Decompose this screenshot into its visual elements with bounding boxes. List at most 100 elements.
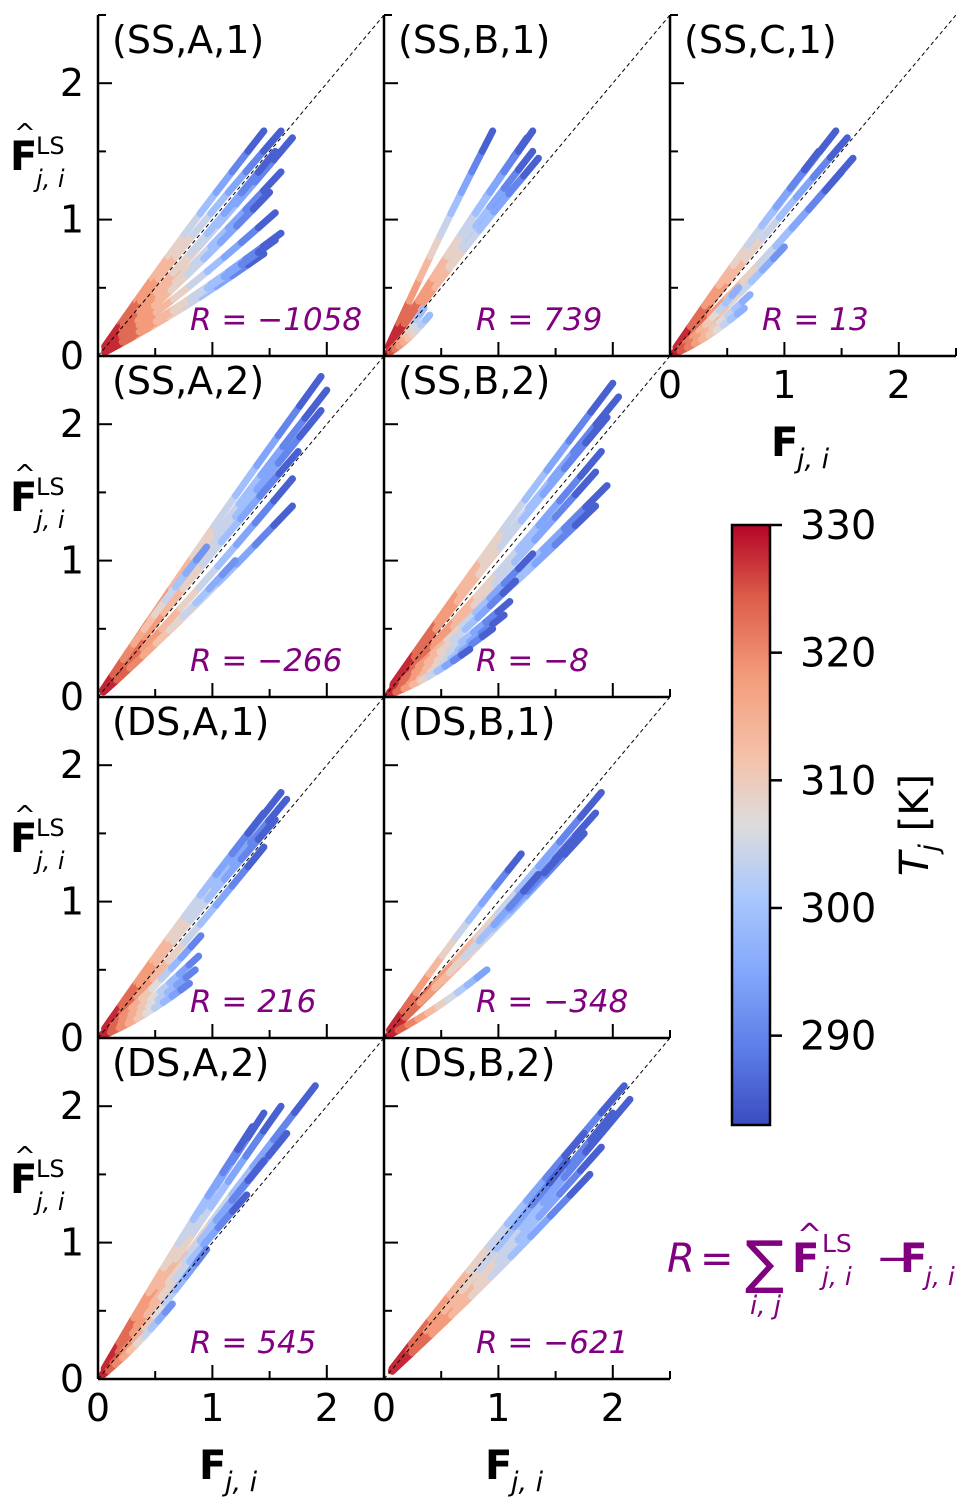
trajectory-segment: [169, 916, 194, 945]
trajectory-segment: [505, 887, 528, 912]
trajectory-segment: [160, 585, 187, 617]
trajectory-segment: [148, 957, 172, 983]
x-tick-label: 2: [315, 1386, 339, 1430]
trajectory-segment: [496, 517, 525, 552]
trajectory-segment: [189, 210, 215, 239]
trajectory-segment: [244, 843, 268, 871]
trajectory-segment: [214, 1207, 236, 1232]
trajectory-segment: [212, 1196, 236, 1224]
trajectory-segment: [457, 210, 480, 239]
trajectory-segment: [560, 1148, 590, 1181]
trajectory-segment: [232, 519, 259, 549]
r-value-label: R = 739: [476, 302, 602, 338]
panel-SS-A-1: [98, 15, 384, 356]
trajectory-SS-B-1-7: [384, 311, 434, 356]
trajectory-segment: [421, 311, 434, 324]
trajectory-segment: [535, 497, 564, 529]
trajectory-segment: [426, 1291, 454, 1323]
trajectory-segment: [477, 526, 507, 564]
trajectory-segment: [213, 500, 243, 537]
trajectory-segment: [493, 1223, 518, 1252]
trajectory-segment: [203, 210, 228, 238]
x-axis-label: Fj, i: [771, 420, 830, 475]
colorbar: 290 300 310 320 330 Tj [K]: [730, 503, 945, 1127]
trajectory-segment: [415, 275, 437, 305]
trajectory-segment: [540, 850, 565, 877]
y-tick-label: 1: [60, 198, 84, 242]
trajectory-segment: [249, 1136, 278, 1171]
trajectory-segment: [775, 193, 800, 222]
panel-DS-B-2: [384, 1038, 670, 1379]
trajectory-segment: [136, 275, 162, 305]
panel-label: (DS,B,1): [398, 700, 555, 744]
formula-sum-sub: i, j: [750, 1291, 782, 1321]
trajectory-segment: [500, 166, 522, 192]
trajectory-segment: [437, 210, 455, 239]
trajectory-segment: [500, 147, 522, 176]
trajectory-segment: [715, 261, 737, 289]
trajectory-segment: [148, 253, 172, 283]
trajectory-segment: [244, 127, 268, 155]
trajectory-segment: [728, 284, 743, 300]
trajectory-segment: [582, 482, 611, 511]
trajectory-segment: [152, 937, 177, 967]
trajectory-segment: [161, 1300, 176, 1316]
trajectory-segment: [180, 210, 204, 239]
trajectory-segment: [164, 913, 188, 943]
trajectory-segment: [242, 1127, 267, 1160]
trajectory-segment: [560, 439, 590, 473]
trajectory-segment: [445, 953, 468, 977]
x-tick-label: 0: [372, 1386, 396, 1430]
y-axis-label-sub: j, i: [33, 165, 65, 193]
trajectory-segment: [571, 468, 600, 499]
trajectory-segment: [114, 1330, 137, 1356]
trajectory-segment: [484, 1220, 511, 1251]
trajectory-segment: [189, 540, 218, 576]
trajectory-segment: [457, 168, 476, 197]
trajectory-segment: [270, 502, 296, 530]
trajectory-segment: [490, 558, 518, 588]
panel-DS-A-2: [98, 1038, 384, 1379]
trajectory-segment: [772, 224, 796, 250]
trajectory-segment: [432, 598, 461, 633]
r-value-label: R = 216: [190, 984, 316, 1020]
trajectory-segment: [203, 875, 228, 904]
trajectory-segment: [520, 154, 542, 180]
trajectory-segment: [535, 838, 564, 870]
trajectory-segment: [772, 184, 794, 211]
panel-SS-B-1: [384, 15, 670, 356]
trajectory-segment: [154, 253, 180, 283]
trajectory-segment: [546, 1191, 574, 1220]
trajectory-segment: [493, 546, 522, 577]
x-axis-label-sub: j, i: [507, 1467, 544, 1498]
trajectory-segment: [597, 1082, 628, 1117]
trajectory-segment: [405, 275, 424, 305]
trajectory-segment: [460, 226, 483, 253]
y-axis-label: F^ LS j, i: [10, 119, 65, 193]
y-axis-label-sup: LS: [36, 132, 65, 160]
axes-SS-A-2: [96, 355, 385, 699]
trajectory-segment: [478, 883, 499, 908]
trajectory-segment: [493, 1236, 522, 1267]
trajectory-segment: [539, 465, 568, 499]
trajectory-segment: [416, 284, 439, 311]
trajectory-segment: [405, 1327, 430, 1355]
trajectory-segment: [296, 407, 325, 441]
trajectory-SS-C-1-8: [670, 304, 748, 356]
y-axis-label-sub: j, i: [33, 506, 65, 534]
trajectory-segment: [192, 1245, 211, 1267]
r-value-label: R = 13: [762, 302, 869, 338]
y-axis-label: F^ LS j, i: [10, 1142, 65, 1216]
trajectory-segment: [234, 1123, 256, 1154]
trajectory-DS-A-2-3: [100, 1123, 256, 1372]
trajectory-segment: [274, 402, 304, 440]
panel-label: (SS,A,1): [112, 18, 264, 62]
trajectory-segment: [490, 904, 513, 929]
trajectory-segment: [535, 1190, 564, 1221]
x-tick-label: 0: [658, 363, 682, 407]
trajectory-segment: [254, 209, 279, 232]
trajectory-segment: [119, 297, 144, 328]
y-axis-label-sub: j, i: [33, 1188, 65, 1216]
trajectory-segment: [686, 302, 709, 330]
trajectory-segment: [425, 952, 446, 978]
